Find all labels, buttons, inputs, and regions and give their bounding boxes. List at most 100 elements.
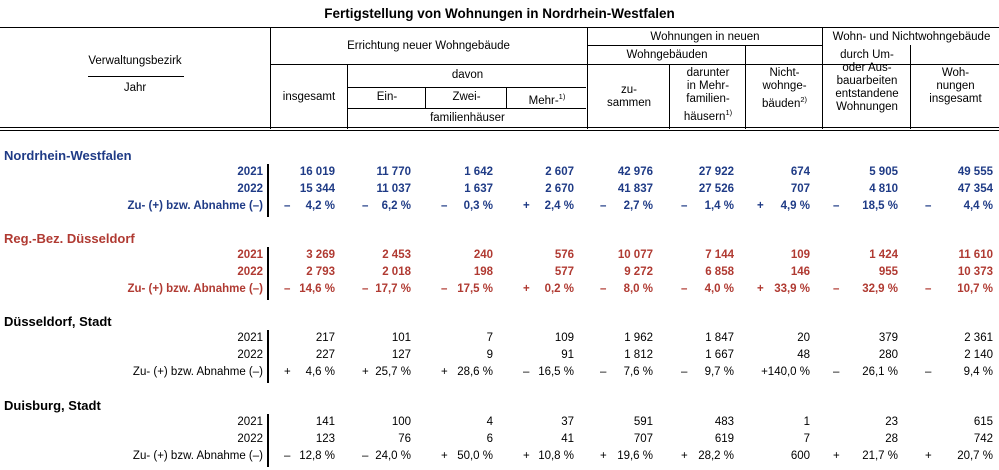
table-cell: 1 812 xyxy=(624,349,653,361)
table-cell: 25,7 % xyxy=(375,366,411,378)
table-cell: 6,2 % xyxy=(381,200,411,212)
table-cell: 9,4 % xyxy=(963,366,993,378)
table-cell: 240 xyxy=(473,249,493,261)
change-sign: – xyxy=(441,200,448,212)
table-cell: 19,6 % xyxy=(617,450,653,462)
table-cell: 4,6 % xyxy=(305,366,335,378)
change-sign: – xyxy=(284,450,291,462)
table-cell: 10,8 % xyxy=(538,450,574,462)
table-cell: 7 144 xyxy=(705,249,734,261)
table-cell: 2 670 xyxy=(545,183,574,195)
body-col-sep-d xyxy=(267,414,269,467)
col-sep-5 xyxy=(587,27,588,129)
table-cell: 41 xyxy=(561,433,574,445)
table-cell: 576 xyxy=(554,249,574,261)
table-cell: 2 453 xyxy=(382,249,411,261)
table-cell: 2,4 % xyxy=(544,200,574,212)
col-sep-8 xyxy=(822,27,823,129)
table-cell: 28,6 % xyxy=(457,366,493,378)
table-cell: 591 xyxy=(633,416,653,428)
row-label: Zu- (+) bzw. Abnahme (–) xyxy=(132,366,263,378)
table-cell: 7,6 % xyxy=(623,366,653,378)
table-cell: 50,0 % xyxy=(457,450,493,462)
change-sign: – xyxy=(833,200,840,212)
row-label: 2022 xyxy=(237,433,263,445)
header-top-rule xyxy=(0,27,999,28)
change-sign: + xyxy=(441,366,448,378)
table-cell: 76 xyxy=(398,433,411,445)
header-nichtwohngebaeuden: Nicht-wohnge-bäuden2) xyxy=(761,67,808,110)
table-cell: 1,4 % xyxy=(704,200,734,212)
table-cell: 3 269 xyxy=(306,249,335,261)
table-cell: 0,3 % xyxy=(463,200,493,212)
table-cell: 10,7 % xyxy=(957,283,993,295)
table-cell: 15 344 xyxy=(299,183,335,195)
table-cell: 11 770 xyxy=(376,166,411,178)
table-cell: 17,5 % xyxy=(457,283,493,295)
header-zwei: Zwei- xyxy=(452,91,481,103)
table-cell: 2,7 % xyxy=(623,200,653,212)
rule-wohngebaeude xyxy=(588,45,822,46)
row-label: Zu- (+) bzw. Abnahme (–) xyxy=(127,283,263,295)
table-cell: 600 xyxy=(790,450,810,462)
row-label: 2021 xyxy=(237,166,263,178)
change-sign: – xyxy=(833,283,840,295)
table-cell: +140,0 % xyxy=(761,366,810,378)
table-cell: 14,6 % xyxy=(299,283,335,295)
row-label: 2022 xyxy=(237,183,263,195)
change-sign: + xyxy=(523,283,530,295)
table-cell: 9,7 % xyxy=(704,366,734,378)
change-sign: – xyxy=(600,200,607,212)
row-label: 2021 xyxy=(237,249,263,261)
table-cell: 26,1 % xyxy=(862,366,898,378)
change-sign: + xyxy=(757,283,764,295)
table-cell: 47 354 xyxy=(957,183,993,195)
change-sign: – xyxy=(681,366,688,378)
table-cell: 4,2 % xyxy=(305,200,335,212)
col-sep-2 xyxy=(347,64,348,129)
table-cell: 49 555 xyxy=(957,166,993,178)
table-cell: 0,2 % xyxy=(544,283,574,295)
header-mehr: Mehr-1) xyxy=(528,92,566,107)
table-cell: 707 xyxy=(790,183,810,195)
table-cell: 379 xyxy=(878,332,898,344)
table-cell: 227 xyxy=(315,349,335,361)
table-cell: 23 xyxy=(885,416,898,428)
row-label: 2022 xyxy=(237,266,263,278)
table-cell: 4,9 % xyxy=(780,200,810,212)
col-sep-9 xyxy=(910,45,911,129)
row-label: 2021 xyxy=(237,416,263,428)
table-cell: 1 847 xyxy=(705,332,734,344)
table-cell: 217 xyxy=(315,332,335,344)
table-cell: 1 667 xyxy=(705,349,734,361)
table-cell: 37 xyxy=(561,416,574,428)
header-familienhaeuser: familienhäuser xyxy=(430,112,505,124)
change-sign: + xyxy=(523,450,530,462)
table-cell: 9 xyxy=(486,349,493,361)
section-title: Nordrhein-Westfalen xyxy=(4,148,132,163)
change-sign: + xyxy=(681,450,688,462)
table-cell: 4,0 % xyxy=(704,283,734,295)
col-sep-7 xyxy=(745,45,746,129)
table-cell: 16 019 xyxy=(299,166,335,178)
table-cell: 1 xyxy=(803,416,810,428)
table-cell: 2 793 xyxy=(306,266,335,278)
table-cell: 101 xyxy=(391,332,411,344)
body-col-sep-a xyxy=(267,164,269,217)
table-cell: 1 637 xyxy=(464,183,493,195)
change-sign: + xyxy=(833,450,840,462)
change-sign: – xyxy=(523,366,530,378)
table-cell: 7 xyxy=(803,433,810,445)
row-label: 2022 xyxy=(237,349,263,361)
table-cell: 707 xyxy=(633,433,653,445)
table-cell: 33,9 % xyxy=(774,283,810,295)
table-cell: 742 xyxy=(973,433,993,445)
table-cell: 577 xyxy=(554,266,574,278)
table-cell: 1 962 xyxy=(624,332,653,344)
table-cell: 4 xyxy=(486,416,493,428)
table-cell: 4,4 % xyxy=(963,200,993,212)
header-errichtung: Errichtung neuer Wohngebäude xyxy=(347,40,510,52)
change-sign: – xyxy=(681,283,688,295)
col-sep-4 xyxy=(506,87,507,108)
table-cell: 27 922 xyxy=(698,166,734,178)
